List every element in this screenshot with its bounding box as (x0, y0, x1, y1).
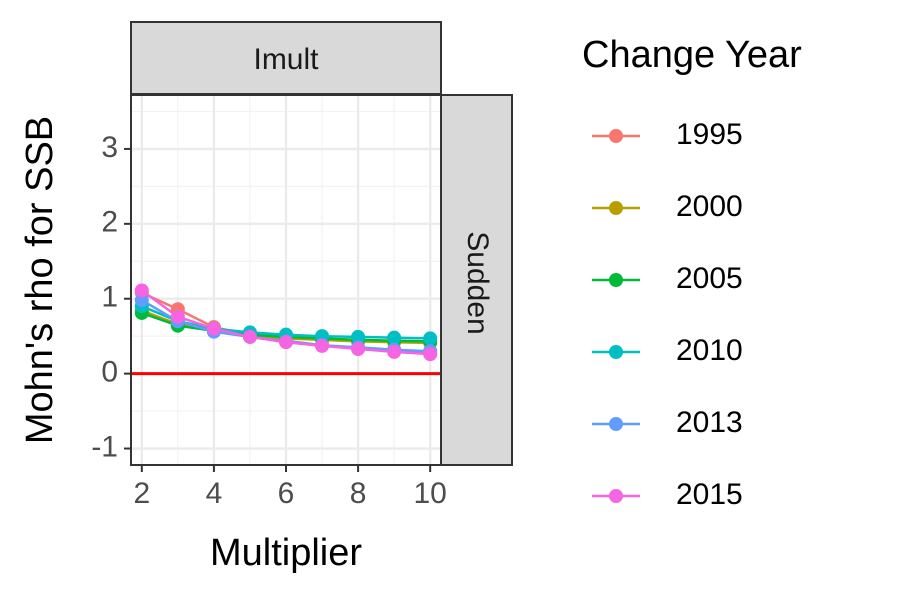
data-point-2015 (170, 309, 185, 324)
data-point-2015 (206, 321, 221, 336)
y-axis: -1 0 1 2 3 (91, 131, 131, 463)
legend-marker (609, 201, 623, 215)
x-tick-label: 2 (133, 477, 150, 510)
x-axis-label: Multiplier (210, 532, 362, 574)
legend-item-2005: 2005 (592, 262, 743, 295)
legend-label: 2010 (676, 334, 743, 367)
data-point-2015 (242, 329, 257, 344)
x-axis: 2 4 6 8 10 (133, 465, 447, 510)
legend-title: Change Year (582, 34, 802, 76)
data-point-2015 (315, 338, 330, 353)
legend-item-2015: 2015 (592, 478, 743, 511)
legend-label: 2013 (676, 406, 743, 439)
legend-label: 2005 (676, 262, 743, 295)
legend-label: 2000 (676, 190, 743, 223)
y-axis-label: Mohn's rho for SSB (19, 116, 61, 444)
facet-strip-top (130, 21, 442, 95)
series-layer (134, 283, 438, 362)
data-point-2015 (387, 344, 402, 359)
legend-marker (609, 273, 623, 287)
legend-marker (609, 489, 623, 503)
data-point-2015 (134, 283, 149, 298)
y-tick-label: 0 (101, 356, 118, 389)
facet-label-right: Sudden (461, 231, 494, 334)
y-tick-label: 2 (101, 206, 118, 239)
y-tick-label: 3 (101, 131, 118, 164)
legend-item-2013: 2013 (592, 406, 743, 439)
data-point-2015 (423, 347, 438, 362)
legend-marker (609, 345, 623, 359)
legend-marker (609, 129, 623, 143)
x-tick-label: 8 (350, 477, 367, 510)
legend-marker (609, 417, 623, 431)
data-point-2010 (351, 329, 366, 344)
legend: 1995 2000 2005 2010 2013 2015 (592, 118, 743, 511)
y-tick-label: -1 (91, 430, 118, 463)
data-point-2010 (423, 331, 438, 346)
data-point-2013 (134, 293, 149, 308)
data-point-2015 (279, 335, 293, 350)
legend-label: 1995 (676, 118, 743, 151)
y-tick-label: 1 (101, 281, 118, 314)
facet-strip-right (440, 94, 513, 466)
facet-label-top: Imult (253, 43, 319, 76)
grid-major (131, 95, 441, 465)
legend-item-2000: 2000 (592, 190, 743, 223)
data-point-2010 (387, 330, 402, 345)
data-point-2015 (351, 341, 366, 356)
legend-item-2010: 2010 (592, 334, 743, 367)
legend-item-1995: 1995 (592, 118, 743, 151)
x-tick-label: 6 (278, 477, 295, 510)
x-tick-label: 4 (206, 477, 223, 510)
x-tick-label: 10 (413, 477, 446, 510)
legend-label: 2015 (676, 478, 743, 511)
